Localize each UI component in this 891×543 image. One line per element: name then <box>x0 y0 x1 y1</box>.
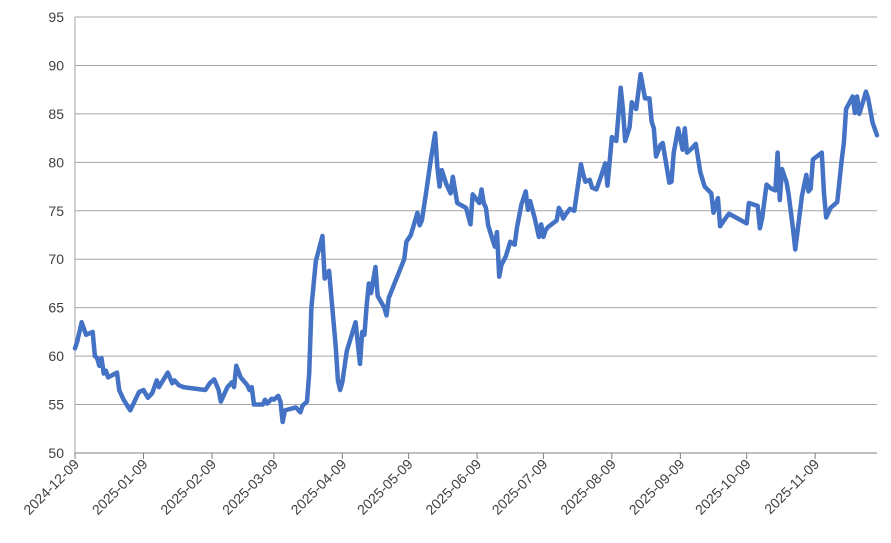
x-tick-label: 2025-11-09 <box>761 456 822 517</box>
y-tick-label: 70 <box>48 251 64 267</box>
line-series <box>72 71 880 425</box>
x-tick-label: 2024-12-09 <box>20 456 82 518</box>
y-tick-label: 55 <box>48 397 64 413</box>
x-tick-label: 2025-03-09 <box>219 456 281 518</box>
x-tick-label: 2025-09-09 <box>626 456 688 518</box>
x-tick-label: 2025-08-09 <box>557 456 619 518</box>
y-tick-label: 65 <box>48 300 64 316</box>
y-tick-label: 80 <box>48 154 64 170</box>
y-tick-label: 60 <box>48 348 64 364</box>
x-tick-label: 2025-07-09 <box>489 456 551 518</box>
y-tick-label: 90 <box>48 57 64 73</box>
x-tick-label: 2025-01-09 <box>89 456 151 518</box>
y-tick-label: 85 <box>48 106 64 122</box>
y-tick-label: 50 <box>48 445 64 461</box>
y-tick-label: 95 <box>48 9 64 25</box>
x-tick-label: 2025-05-09 <box>354 456 416 518</box>
x-tick-label: 2025-06-09 <box>422 456 484 518</box>
y-tick-label: 75 <box>48 203 64 219</box>
x-tick-label: 2025-04-09 <box>287 456 349 518</box>
x-tick-label: 2025-10-09 <box>692 456 754 518</box>
x-tick-label: 2025-02-09 <box>157 456 219 518</box>
